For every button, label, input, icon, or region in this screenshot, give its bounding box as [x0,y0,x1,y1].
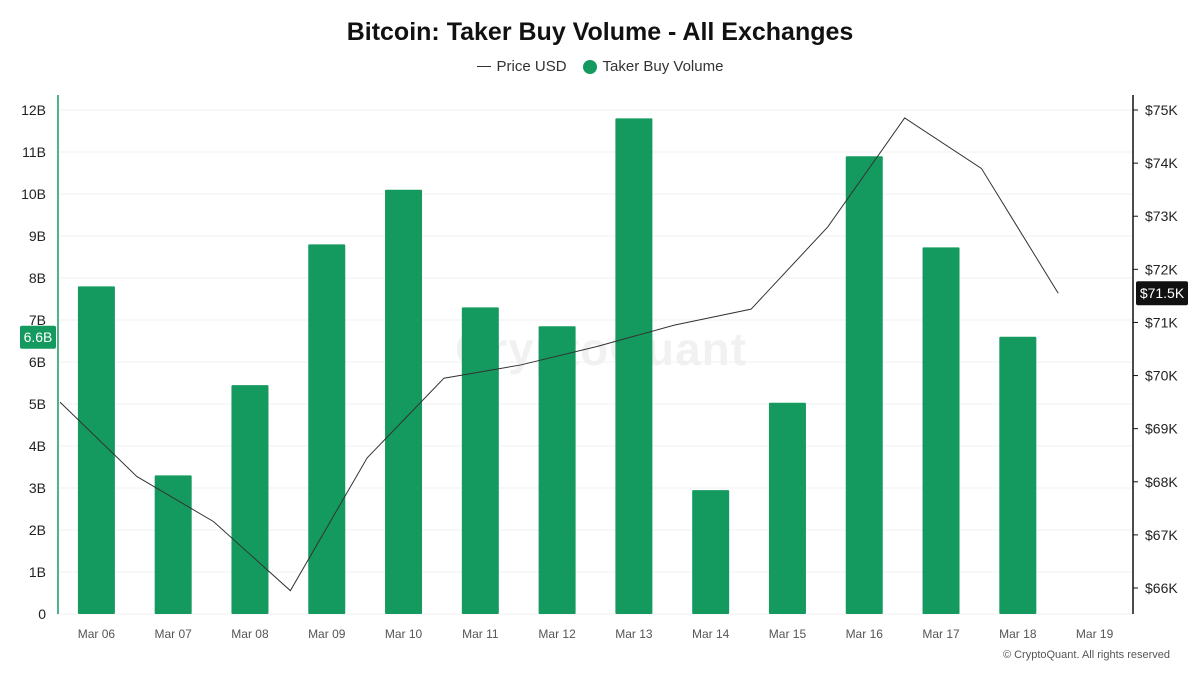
bar [77,286,115,614]
y-left-tick-label: 1B [29,564,46,580]
price-line [59,117,1059,592]
bar [538,326,576,614]
x-tick-label: Mar 10 [385,627,423,641]
bar [845,156,883,614]
bar [154,475,192,614]
bar [385,189,423,615]
x-tick-label: Mar 11 [462,627,499,641]
y-left-tick-label: 0 [38,606,46,622]
legend-item-volume[interactable]: Taker Buy Volume [582,58,724,75]
y-left-tick-label: 9B [29,228,46,244]
bar [231,385,269,614]
x-tick-label: Mar 07 [154,627,192,641]
x-tick-label: Mar 17 [922,627,960,641]
y-right-tick-label: $75K [1145,102,1178,118]
y-left-tick-label: 4B [29,438,46,454]
y-right-tick-label: $68K [1145,474,1178,490]
legend-label-volume: Taker Buy Volume [602,58,724,75]
y-left-tick-label: 6B [29,354,46,370]
y-left-tick-label: 5B [29,396,46,412]
line-swatch-icon [476,66,491,67]
x-tick-label: Mar 18 [999,627,1037,641]
bar [692,490,730,614]
x-tick-label: Mar 19 [1076,627,1114,641]
copyright-text: © CryptoQuant. All rights reserved [1002,649,1170,661]
bar [999,336,1037,614]
legend-item-price[interactable]: Price USD [476,58,567,75]
y-left-tick-label: 3B [29,480,46,496]
x-tick-label: Mar 15 [769,627,807,641]
y-left-tick-label: 8B [29,270,46,286]
right-value-badge [1136,281,1188,306]
x-tick-label: Mar 14 [692,627,730,641]
bar [922,247,960,614]
watermark: CryptoQuant [455,323,748,375]
bar [308,244,346,614]
bar [768,402,806,614]
y-right-tick-label: $66K [1145,580,1178,596]
x-tick-label: Mar 06 [78,627,116,641]
y-right-tick-label: $67K [1145,527,1178,543]
y-right-tick-label: $74K [1145,155,1178,171]
dot-swatch-icon [582,59,597,74]
bar [615,118,653,615]
y-left-tick-label: 11B [22,144,46,160]
left-value-badge [20,325,56,349]
legend-label-price: Price USD [496,58,567,75]
x-tick-label: Mar 12 [538,627,576,641]
chart-title: Bitcoin: Taker Buy Volume - All Exchange… [346,18,854,46]
x-tick-label: Mar 16 [846,627,884,641]
y-right-tick-label: $72K [1145,261,1178,277]
legend: Price USD Taker Buy Volume [0,58,1200,75]
y-right-tick-label: $70K [1145,368,1178,384]
y-left-tick-label: 10B [21,186,46,202]
x-tick-label: Mar 09 [308,627,346,641]
right-value-badge-label: $71.5K [1140,285,1185,301]
y-right-tick-label: $71K [1145,314,1178,330]
y-left-tick-label: 12B [21,102,46,118]
y-right-tick-label: $73K [1145,208,1178,224]
x-tick-label: Mar 13 [615,627,653,641]
bar [461,307,499,614]
x-tick-label: Mar 08 [231,627,269,641]
y-right-tick-label: $69K [1145,421,1178,437]
left-value-badge-label: 6.6B [24,329,53,345]
y-left-tick-label: 7B [29,312,46,328]
y-left-tick-label: 2B [29,522,46,538]
